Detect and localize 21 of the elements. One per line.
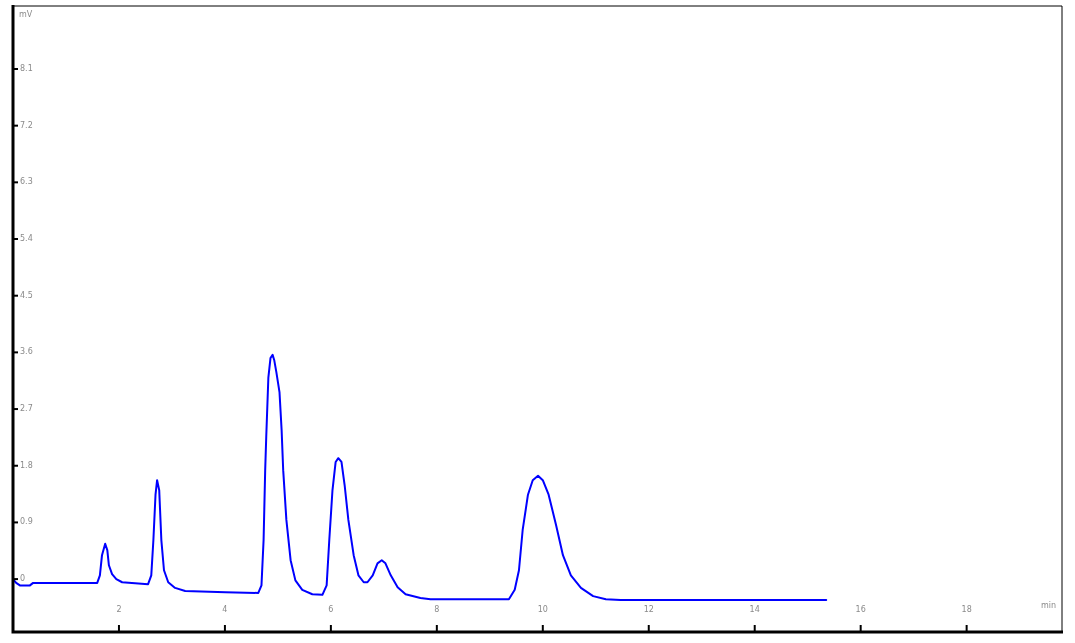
y-tick-label: 0.9 [20,517,33,527]
x-axis-title: min [1040,601,1056,611]
y-tick-label: 5.4 [20,234,33,244]
y-tick-label: 6.3 [20,177,33,187]
y-tick-label: 7.2 [20,120,33,130]
x-tick-label: 12 [643,605,654,615]
x-tick-label: 8 [434,605,440,615]
y-tick-label: 4.5 [20,290,33,300]
y-tick-label: 8.1 [20,64,33,74]
x-tick-label: 14 [749,605,760,615]
x-tick-label: 18 [961,605,972,615]
y-tick-label: 1.8 [20,460,33,470]
y-axis-title: mV [19,10,33,20]
x-tick-label: 2 [116,605,122,615]
x-tick-label: 16 [855,605,866,615]
y-tick-label: 0 [20,574,26,584]
y-tick-label: 2.7 [20,404,33,414]
x-tick-label: 10 [537,605,548,615]
y-tick-label: 3.6 [20,347,33,357]
x-tick-label: 6 [328,605,334,615]
x-tick-label: 4 [222,605,228,615]
